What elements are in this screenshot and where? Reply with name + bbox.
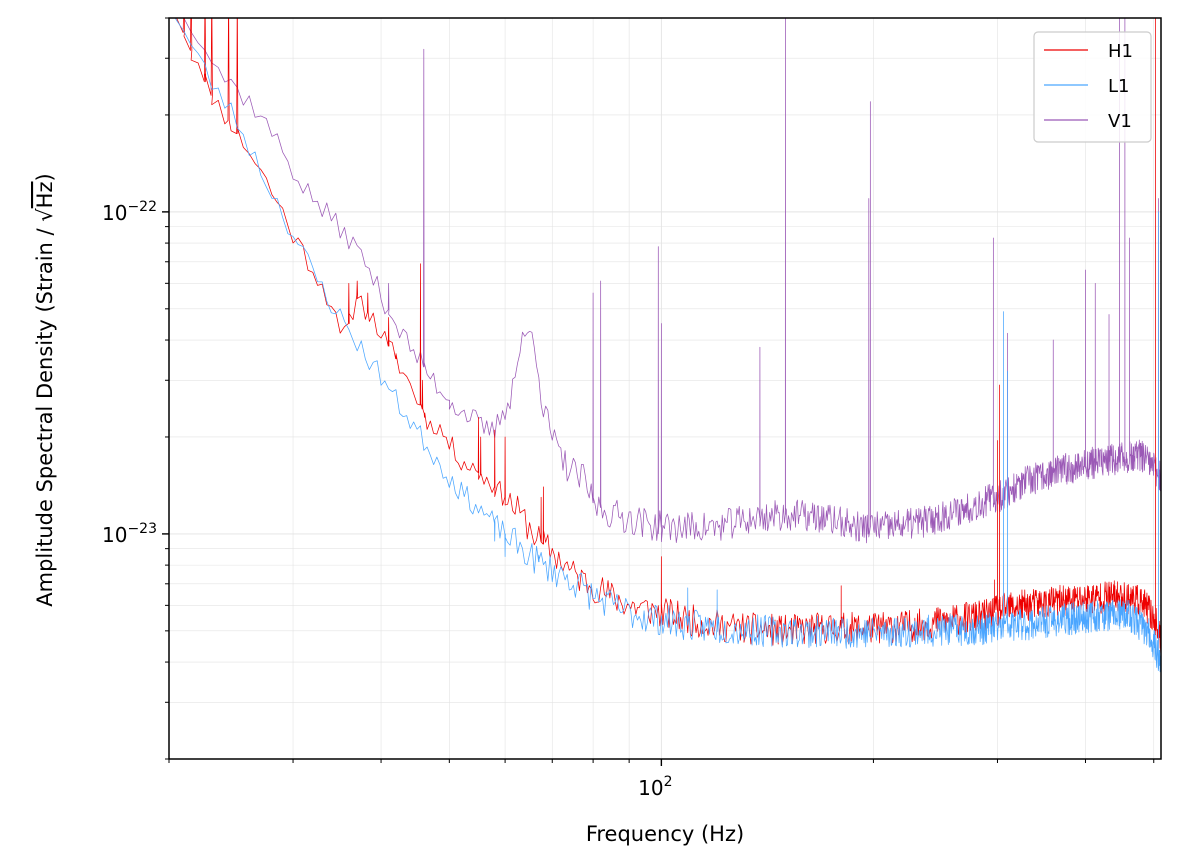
axis-ticks bbox=[162, 17, 1155, 766]
y-axis-label-sqrt-arg: Hz bbox=[33, 181, 57, 208]
x-axis-label: Frequency (Hz) bbox=[586, 822, 744, 846]
y-axis-label: Amplitude Spectral Density (Strain / √Hz… bbox=[33, 173, 57, 606]
y-axis-label-suffix: ) bbox=[33, 173, 57, 181]
x-tick-label-base: 10 bbox=[638, 776, 663, 800]
y-tick-label-exponent: −22 bbox=[127, 199, 157, 215]
legend-label-l1: L1 bbox=[1108, 76, 1129, 97]
series-line-v1 bbox=[183, 18, 1161, 544]
legend-label-h1: H1 bbox=[1108, 41, 1133, 62]
legend: H1 L1 V1 bbox=[1033, 31, 1152, 143]
x-tick-label-exponent: 2 bbox=[664, 774, 673, 790]
legend-box bbox=[1033, 31, 1152, 143]
legend-label-v1: V1 bbox=[1108, 111, 1132, 132]
y-tick-label-exponent: −23 bbox=[127, 521, 157, 537]
y-tick-label-base: 10 bbox=[102, 201, 127, 225]
y-tick-label-base: 10 bbox=[102, 523, 127, 547]
series-line-l1 bbox=[174, 18, 1161, 673]
x-tick-label: 102 bbox=[638, 774, 672, 800]
series-lines bbox=[174, 18, 1161, 673]
y-tick-label: 10−22 bbox=[102, 199, 157, 225]
y-axis-label-prefix: Amplitude Spectral Density (Strain / bbox=[33, 222, 57, 607]
y-tick-label: 10−23 bbox=[102, 521, 157, 547]
legend-entries: H1 L1 V1 bbox=[1044, 41, 1133, 132]
y-axis-label-sqrt: √ bbox=[33, 208, 57, 222]
plot-frame bbox=[168, 17, 1162, 760]
